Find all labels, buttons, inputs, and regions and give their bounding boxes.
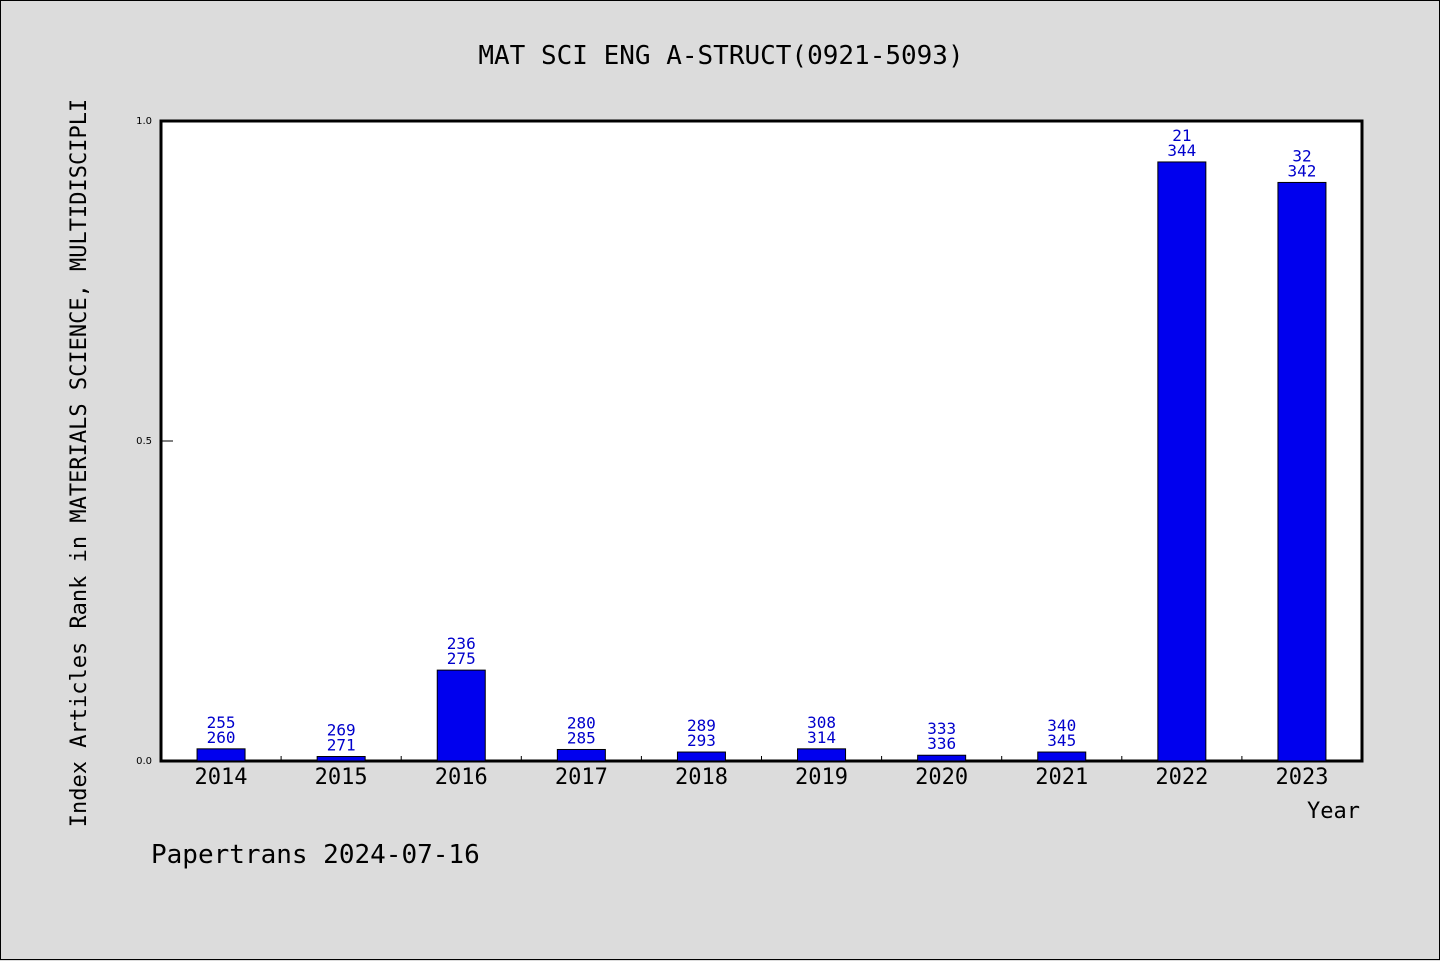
bar-2017 [556,748,606,762]
x-tick-label: 2023 [1275,765,1328,790]
x-tick-label: 2016 [435,765,488,790]
bar-label-bottom: 275 [447,649,476,668]
bar-label-bottom: 314 [807,728,836,747]
footer-date-stamp: Papertrans 2024-07-16 [151,840,480,870]
bar-label-top: 255 [207,713,236,732]
y-tick-label: 1.0 [136,116,152,127]
bar-label-top: 32 [1292,146,1311,165]
bar-label-top: 340 [1047,716,1076,735]
x-axis-label: Year [1307,799,1360,824]
bar-label-bottom: 260 [207,728,236,747]
x-tick-label: 2014 [195,765,248,790]
bar-2016 [436,669,486,762]
bar-2022 [1157,161,1207,762]
x-tick-label: 2015 [315,765,368,790]
bar-2021 [1037,751,1087,762]
bar-2019 [797,748,847,762]
bar-label-bottom: 344 [1167,141,1196,160]
bar-label-top: 333 [927,719,956,738]
x-axis-ticks [280,756,1243,761]
bar-label-top: 269 [327,721,356,740]
bars [196,161,1327,762]
bar-label-top: 236 [447,634,476,653]
y-axis-ticks: 0.0 0.5 1.0 [136,116,173,767]
bar-2023 [1277,181,1327,762]
x-axis-tick-labels: 2014 2015 2016 2017 2018 2019 2020 2021 2022 2023 [195,765,1329,790]
bar-2018 [676,751,726,762]
y-axis-label: Index Articles Rank in MATERIALS SCIENCE… [67,99,92,827]
bar-label-top: 21 [1172,126,1191,145]
bar-label-bottom: 336 [927,734,956,753]
bar-2014 [196,748,246,762]
bar-2015 [316,756,366,762]
x-tick-label: 2022 [1155,765,1208,790]
bar-label-bottom: 271 [327,736,356,755]
bar-label-top: 289 [687,716,716,735]
bar-label-top: 280 [567,713,596,732]
x-tick-label: 2018 [675,765,728,790]
bar-2020 [917,754,967,762]
bar-label-top: 308 [807,713,836,732]
x-tick-label: 2020 [915,765,968,790]
x-tick-label: 2017 [555,765,608,790]
bar-label-bottom: 342 [1287,161,1316,180]
x-tick-label: 2019 [795,765,848,790]
bar-label-bottom: 293 [687,731,716,750]
x-tick-label: 2021 [1035,765,1088,790]
bar-label-bottom: 345 [1047,731,1076,750]
bar-label-bottom: 285 [567,728,596,747]
y-tick-label: 0.5 [136,436,152,447]
y-tick-label: 0.0 [136,756,152,767]
chart-title: MAT SCI ENG A-STRUCT(0921-5093) [478,41,963,71]
